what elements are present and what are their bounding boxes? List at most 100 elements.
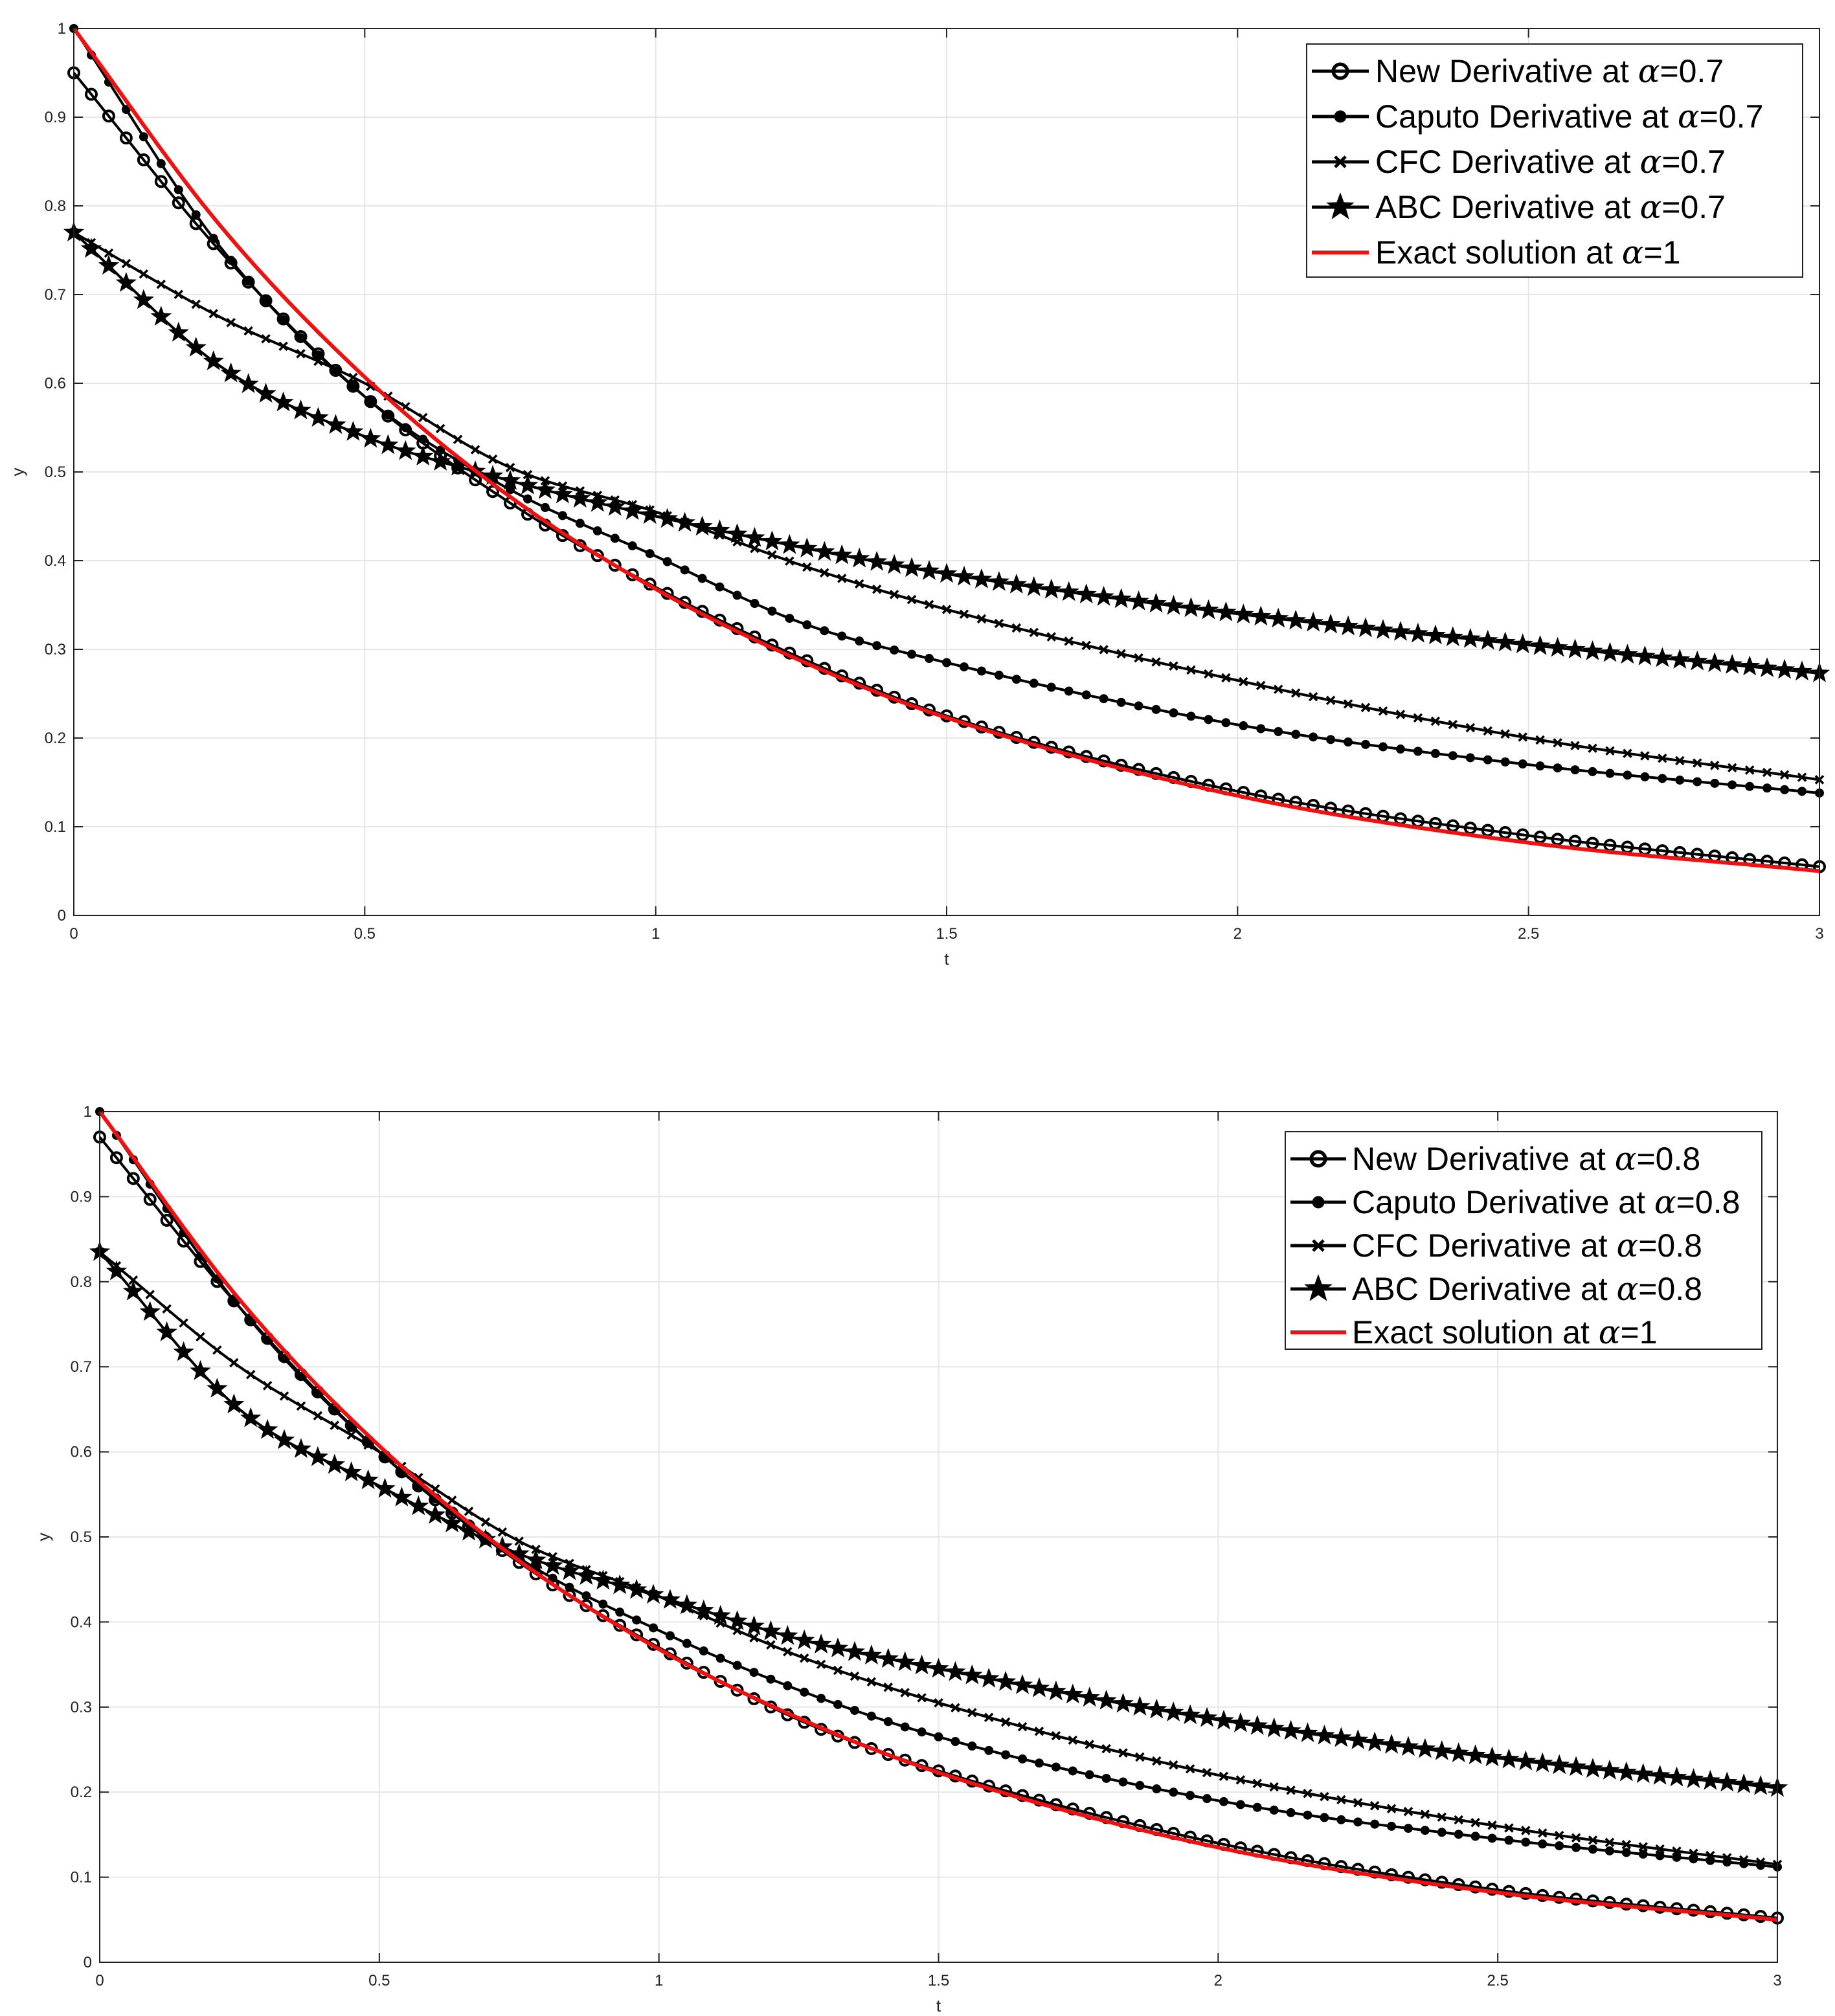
data-point — [1297, 1722, 1318, 1743]
data-point — [1762, 767, 1772, 778]
data-point — [866, 1677, 877, 1687]
data-point — [168, 322, 189, 342]
data-point — [1390, 621, 1412, 641]
data-point — [1186, 665, 1196, 675]
data-point — [1202, 1794, 1212, 1804]
legend-entry: ABC Derivative at α=0.7 — [1312, 188, 1726, 226]
data-point — [1413, 746, 1423, 756]
data-point — [959, 662, 969, 672]
data-point — [458, 1520, 480, 1541]
data-point — [1204, 669, 1213, 679]
data-point — [1286, 1786, 1296, 1795]
legend-label: CFC Derivative at α=0.8 — [1352, 1227, 1702, 1264]
data-point — [160, 1213, 174, 1227]
y-tick-label: 0 — [58, 907, 66, 924]
data-point — [475, 1529, 497, 1549]
data-point — [1571, 1842, 1581, 1852]
data-point — [1152, 1756, 1162, 1766]
data-point — [1285, 609, 1307, 630]
x-tick-label: 2 — [1214, 1972, 1222, 1989]
data-point — [1101, 1773, 1111, 1783]
legend-label: New Derivative at α=0.8 — [1352, 1140, 1700, 1178]
data-point — [156, 279, 166, 289]
data-point — [1256, 680, 1266, 691]
data-point — [203, 350, 224, 370]
data-point — [924, 599, 934, 610]
data-point — [259, 294, 273, 308]
legend-label: Caputo Derivative at α=0.7 — [1375, 98, 1763, 135]
data-point — [341, 1461, 362, 1482]
data-point — [1239, 677, 1248, 687]
legend-entry: CFC Derivative at α=0.7 — [1312, 143, 1726, 181]
data-point — [1252, 1778, 1263, 1789]
data-point — [128, 1275, 139, 1285]
data-point — [581, 1591, 591, 1601]
data-point — [1116, 649, 1126, 659]
data-point — [1386, 1804, 1397, 1813]
data-point — [680, 565, 690, 575]
data-point — [1683, 1768, 1704, 1788]
data-point — [1116, 697, 1126, 707]
data-point — [1599, 642, 1621, 662]
data-point — [1062, 1683, 1083, 1704]
data-point — [366, 396, 376, 406]
data-point — [894, 1651, 916, 1672]
data-point — [279, 1391, 289, 1401]
data-point — [1006, 574, 1027, 594]
data-point — [104, 248, 114, 258]
data-point — [343, 421, 364, 441]
data-point — [1521, 1837, 1531, 1847]
data-point — [1274, 684, 1283, 694]
axes: 0 0.5 1 1.5 2 2.5 3 0 0.1 0.2 0.3 0.4 0.5 0.6 0.7 0.8 0.… — [34, 1103, 1782, 2015]
legend-label-name: CFC Derivative at — [1352, 1227, 1616, 1264]
data-point — [1347, 1729, 1369, 1749]
data-point — [150, 306, 172, 326]
data-point — [766, 1640, 776, 1650]
data-point — [364, 395, 377, 409]
data-point — [245, 1370, 256, 1380]
data-point — [676, 1594, 697, 1615]
data-point — [1640, 751, 1650, 761]
legend-entry: ABC Derivative at α=0.8 — [1290, 1270, 1702, 1308]
data-point — [226, 318, 236, 328]
data-point — [1791, 660, 1813, 681]
data-point — [408, 1495, 429, 1516]
data-point — [1448, 719, 1458, 730]
data-point — [1498, 1748, 1520, 1769]
data-point — [196, 1332, 205, 1342]
data-point — [374, 1477, 396, 1498]
data-point — [1604, 1846, 1614, 1855]
data-point — [1280, 1719, 1301, 1740]
data-point — [1000, 1717, 1011, 1727]
legend-label: CFC Derivative at α=0.7 — [1375, 143, 1726, 181]
data-point — [994, 670, 1004, 680]
data-point — [1728, 780, 1737, 790]
data-point — [1477, 629, 1498, 650]
data-point — [1430, 748, 1440, 758]
data-point — [1326, 735, 1336, 745]
data-point — [1308, 691, 1318, 702]
data-point — [1163, 1701, 1184, 1721]
data-point — [632, 1615, 642, 1625]
x-tick-label: 2.5 — [1518, 925, 1539, 943]
legend-label-name: New Derivative at — [1352, 1141, 1615, 1177]
data-point — [1797, 772, 1807, 782]
y-tick-label: 0.5 — [45, 464, 66, 481]
data-point — [263, 1335, 273, 1345]
legend-label-alpha: α — [1639, 143, 1661, 181]
series-star-4 — [89, 1240, 1788, 1797]
data-point — [255, 383, 276, 403]
data-point — [540, 502, 550, 512]
data-point — [325, 414, 346, 434]
data-point — [1303, 611, 1324, 632]
legend-label-alpha: α — [1616, 1270, 1638, 1308]
data-point — [1693, 758, 1702, 768]
data-point — [109, 1151, 123, 1165]
data-point — [139, 132, 148, 142]
data-point — [785, 614, 794, 623]
legend-marker — [1331, 62, 1349, 80]
data-point — [1538, 1839, 1548, 1849]
data-point — [1504, 1835, 1514, 1845]
data-point — [1504, 1823, 1514, 1833]
data-point — [1046, 632, 1056, 642]
